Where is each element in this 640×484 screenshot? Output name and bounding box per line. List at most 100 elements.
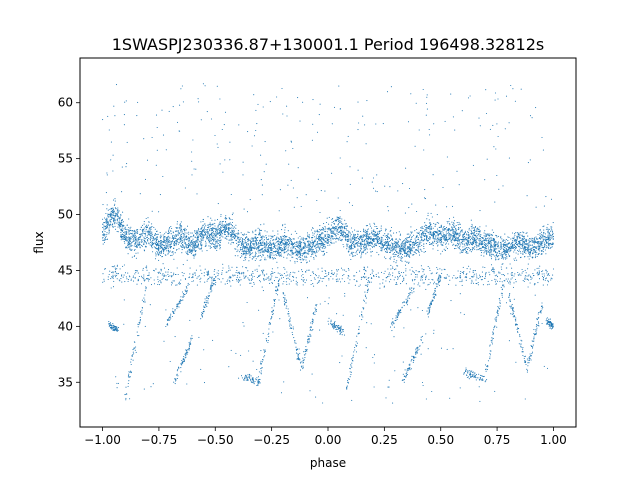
data-point [321, 250, 323, 252]
data-point [179, 223, 181, 225]
data-point [142, 231, 144, 233]
data-point [328, 227, 330, 229]
data-point [253, 256, 255, 258]
data-point [149, 239, 152, 241]
data-point [298, 246, 300, 248]
data-point [273, 251, 275, 253]
data-point [438, 232, 441, 235]
data-point [459, 234, 461, 236]
data-point [159, 252, 161, 254]
data-point [177, 243, 179, 245]
data-point [364, 249, 366, 251]
data-point [489, 242, 491, 245]
data-point [279, 246, 281, 249]
data-point [369, 238, 371, 240]
data-point [351, 238, 353, 240]
data-point [183, 240, 186, 242]
data-point [551, 236, 553, 238]
data-point [180, 221, 182, 223]
data-point [387, 243, 389, 245]
data-point [212, 246, 215, 248]
data-point [339, 236, 341, 238]
data-point [440, 243, 442, 245]
data-point [316, 244, 318, 246]
data-point [202, 239, 204, 242]
data-point [371, 231, 373, 233]
data-point [319, 246, 321, 248]
data-point [386, 236, 388, 238]
data-point [462, 250, 465, 252]
data-point [369, 223, 371, 225]
data-point [245, 233, 247, 235]
data-point [315, 237, 317, 239]
data-point [235, 233, 237, 235]
data-point [521, 238, 523, 240]
data-point [248, 260, 250, 262]
data-point [115, 215, 117, 217]
data-point [249, 240, 251, 242]
data-point [106, 225, 109, 227]
data-point [135, 242, 137, 244]
data-point [544, 249, 546, 251]
data-point [280, 239, 283, 241]
data-point [270, 242, 272, 244]
data-point [447, 230, 450, 232]
data-point [236, 235, 238, 237]
data-point [355, 252, 357, 254]
data-point [172, 236, 174, 238]
data-point [385, 228, 387, 230]
data-point [451, 238, 453, 240]
data-point [281, 255, 283, 257]
data-point [510, 245, 512, 247]
data-point [480, 234, 482, 236]
data-point [198, 228, 200, 231]
data-point [168, 231, 170, 234]
data-point [425, 231, 427, 233]
data-point [111, 217, 113, 219]
data-point [264, 230, 266, 232]
data-point [314, 239, 316, 241]
data-point [120, 225, 122, 227]
data-point [207, 226, 209, 229]
data-point [187, 240, 189, 242]
data-point [451, 229, 453, 231]
data-point [484, 239, 486, 241]
data-point [418, 232, 420, 235]
data-point [442, 244, 444, 246]
data-point [414, 238, 416, 240]
data-point [311, 248, 313, 250]
data-point [551, 246, 553, 248]
data-point [271, 250, 273, 252]
data-point [354, 243, 356, 245]
data-point [410, 226, 412, 228]
data-points [102, 83, 555, 404]
data-point [539, 230, 541, 232]
data-point [165, 244, 167, 246]
data-point [443, 235, 445, 237]
data-point [390, 249, 392, 251]
data-point [517, 242, 520, 244]
data-point [301, 249, 303, 251]
data-point [135, 246, 137, 248]
data-point [273, 254, 275, 256]
data-point [358, 251, 361, 253]
data-point [369, 225, 371, 227]
data-point [137, 252, 139, 254]
data-point [364, 246, 366, 249]
data-point [466, 241, 468, 243]
data-point [120, 220, 123, 222]
data-point [495, 240, 497, 243]
data-point [404, 260, 406, 262]
data-point [516, 243, 518, 245]
data-point [263, 239, 265, 241]
data-point [488, 240, 490, 242]
data-point [194, 231, 196, 233]
data-point [181, 249, 183, 251]
data-point [187, 250, 189, 252]
data-point [255, 258, 257, 260]
data-point [225, 218, 227, 220]
data-point [315, 238, 317, 240]
data-point [292, 238, 294, 240]
data-point [490, 251, 493, 253]
data-point [113, 220, 115, 222]
